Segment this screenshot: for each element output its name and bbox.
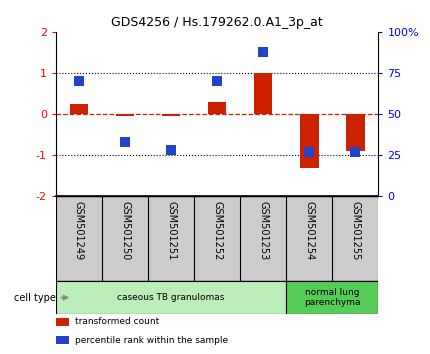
Bar — [56, 318, 69, 326]
Text: GSM501253: GSM501253 — [258, 201, 268, 260]
Point — [168, 148, 175, 153]
Text: caseous TB granulomas: caseous TB granulomas — [117, 293, 225, 302]
Bar — [346, 114, 365, 151]
Bar — [286, 281, 378, 314]
Text: GSM501254: GSM501254 — [304, 201, 314, 260]
Point — [352, 149, 359, 155]
Point — [214, 78, 221, 84]
Bar — [162, 114, 180, 116]
Text: cell type: cell type — [14, 292, 56, 303]
Text: GSM501249: GSM501249 — [74, 201, 84, 260]
Text: GSM501250: GSM501250 — [120, 201, 130, 260]
Text: normal lung
parenchyma: normal lung parenchyma — [304, 288, 361, 307]
Bar — [254, 73, 273, 114]
Text: percentile rank within the sample: percentile rank within the sample — [75, 336, 228, 344]
Text: GSM501251: GSM501251 — [166, 201, 176, 260]
Bar — [70, 104, 88, 114]
Text: transformed count: transformed count — [75, 318, 160, 326]
Text: GSM501255: GSM501255 — [350, 201, 360, 260]
Bar — [300, 114, 319, 168]
Point — [260, 49, 267, 55]
Point — [76, 78, 83, 84]
Bar — [208, 102, 226, 114]
Bar — [56, 281, 286, 314]
Bar — [56, 336, 69, 344]
Point — [306, 149, 313, 155]
Bar — [116, 114, 134, 116]
Point — [122, 139, 129, 145]
Text: GSM501252: GSM501252 — [212, 201, 222, 260]
Title: GDS4256 / Hs.179262.0.A1_3p_at: GDS4256 / Hs.179262.0.A1_3p_at — [111, 16, 323, 29]
